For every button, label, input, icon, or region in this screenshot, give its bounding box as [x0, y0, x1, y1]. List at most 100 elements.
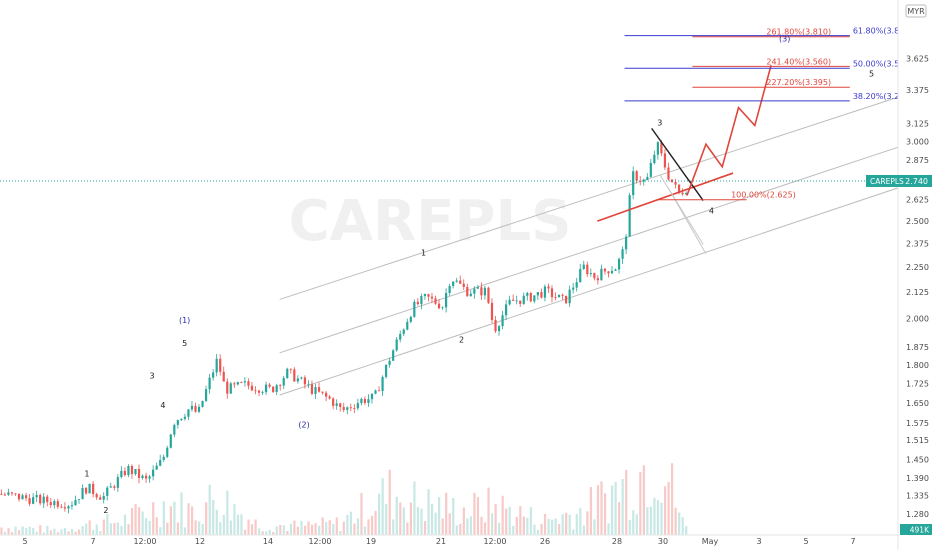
candle-165: [582, 260, 585, 271]
candle-body: [99, 497, 102, 500]
candle-102: [360, 397, 363, 406]
candle-44: [155, 462, 158, 470]
candle-186: [656, 141, 659, 160]
volume-bar-180: [635, 514, 638, 535]
candle-body: [353, 408, 356, 409]
candle-body: [81, 487, 84, 500]
candle-29: [102, 492, 105, 504]
volume-bar-181: [639, 471, 642, 535]
volume-bar-135: [476, 497, 480, 535]
candle-59: [208, 373, 211, 394]
volume-bar-126: [445, 492, 448, 535]
volume-bar-31: [109, 523, 112, 535]
volume-bar-128: [452, 497, 455, 535]
candle-body: [568, 289, 571, 304]
x-tick-6: 19: [366, 537, 376, 546]
volume-bar-46: [162, 501, 165, 535]
x-tick-3: 12: [195, 537, 205, 546]
candle-27: [95, 492, 98, 500]
candle-37: [130, 464, 134, 479]
candle-body: [169, 434, 172, 448]
x-tick-15: 7: [850, 537, 855, 546]
candle-body: [557, 294, 561, 298]
candle-body: [14, 493, 17, 495]
candle-51: [180, 418, 183, 421]
volume-bar-108: [381, 478, 384, 535]
candle-69: [243, 376, 247, 387]
candle-7: [24, 492, 28, 502]
candle-149: [526, 291, 529, 301]
candle-body: [275, 385, 278, 393]
candle-109: [384, 364, 388, 379]
candle-body: [88, 483, 91, 494]
volume-bar-191: [674, 507, 677, 535]
candle-72: [254, 386, 257, 395]
candle-body: [621, 249, 624, 259]
candle-body: [194, 405, 197, 412]
volume-bar-121: [427, 489, 430, 535]
candle-183: [646, 173, 649, 181]
volume-bar-140: [494, 503, 497, 535]
volume-bar-15: [53, 528, 56, 535]
volume-bar-98: [346, 514, 349, 535]
candle-121: [427, 293, 430, 302]
volume-bar-40: [141, 511, 144, 535]
candle-132: [466, 283, 469, 297]
fib-label-4: 61.80%(3.820): [853, 27, 913, 36]
volume-bar-61: [215, 509, 218, 535]
candle-body: [575, 282, 578, 288]
candle-body: [646, 176, 649, 180]
candle-88: [310, 380, 314, 396]
candle-body: [625, 236, 628, 250]
y-tick-3: 3.000: [906, 137, 929, 146]
volume-bar-51: [180, 492, 183, 535]
candle-91: [321, 391, 324, 395]
candle-body: [462, 283, 465, 287]
volume-bar-66: [233, 503, 236, 535]
candle-body: [63, 507, 66, 509]
candle-body: [628, 195, 631, 237]
volume-bar-170: [600, 481, 603, 535]
volume-bar-117: [413, 481, 416, 535]
candle-119: [420, 293, 423, 310]
candle-114: [402, 328, 405, 336]
volume-bar-177: [625, 469, 628, 535]
candle-58: [204, 385, 208, 402]
volume-bar-13: [46, 525, 49, 535]
candle-175: [617, 257, 621, 274]
x-tick-2: 12:00: [133, 537, 156, 546]
candle-body: [264, 384, 268, 393]
volume-bar-176: [621, 478, 624, 535]
candle-body: [321, 391, 324, 393]
candle-193: [681, 188, 684, 196]
candle-body: [95, 494, 98, 498]
candle-body: [35, 495, 38, 498]
volume-bar-102: [360, 492, 363, 535]
volume-bar-127: [448, 513, 451, 535]
volume-bar-48: [169, 506, 172, 535]
volume-bar-45: [159, 527, 162, 535]
candle-body: [589, 273, 592, 275]
candle-body: [653, 154, 656, 164]
time-axis[interactable]: 5 7 12:00 12 14 12:00 19 21 12:00 26 28 30 May 3 5 7: [0, 534, 898, 546]
candle-body: [437, 303, 441, 309]
price-axis[interactable]: MYR3.6253.3753.1253.0002.8752.7502.6252.…: [866, 0, 932, 550]
candle-body: [582, 264, 585, 269]
candle-75: [264, 381, 268, 395]
candle-112: [395, 336, 398, 352]
candle-body: [106, 487, 109, 496]
candle-body: [554, 297, 557, 298]
volume-badge-bg: [900, 524, 932, 535]
candle-body: [339, 403, 342, 408]
wave-labels: 1 2 3 4 5 (1) (2) 1 2 3 4 (3) 5: [84, 34, 874, 515]
candle-146: [515, 295, 518, 305]
volume-bar-19: [67, 531, 70, 535]
candle-body: [226, 381, 229, 394]
candle-50: [176, 419, 179, 429]
volume-bar-82: [289, 523, 292, 535]
volume-bar-136: [480, 516, 483, 535]
candle-152: [536, 291, 539, 301]
candle-61: [215, 354, 218, 377]
